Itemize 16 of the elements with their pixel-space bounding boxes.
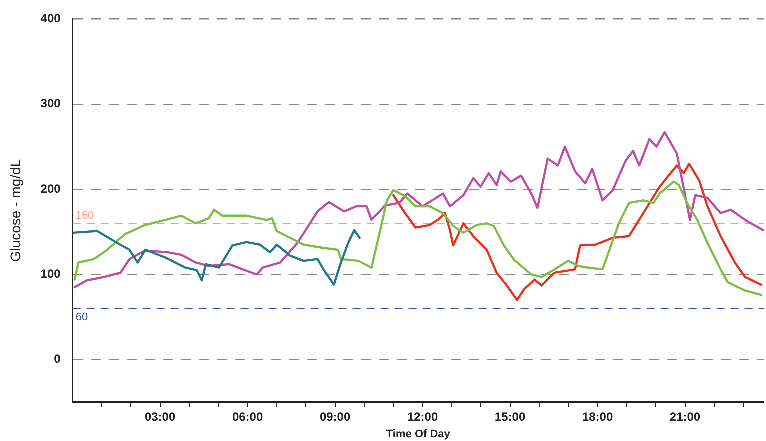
x-tick-label: 12:00 xyxy=(407,410,438,424)
ref-line-label: 160 xyxy=(76,210,94,222)
y-tick-label: 300 xyxy=(40,96,62,111)
y-tick-label: 200 xyxy=(40,182,62,196)
x-tick-label: 06:00 xyxy=(232,410,264,424)
ref-line-label: 60 xyxy=(76,311,88,324)
y-tick-label: 100 xyxy=(40,266,62,281)
x-axis-title: Time Of Day xyxy=(386,428,452,440)
x-tick-label: 03:00 xyxy=(144,410,176,424)
y-tick-label: 400 xyxy=(40,12,62,26)
x-tick-label: 18:00 xyxy=(582,410,614,424)
x-tick-label: 21:00 xyxy=(670,410,701,424)
x-tick-label: 15:00 xyxy=(494,410,526,424)
x-tick-label: 09:00 xyxy=(320,410,351,424)
y-tick-label: 0 xyxy=(54,352,62,366)
y-axis-title: Glucose - mg/dL xyxy=(7,159,24,262)
